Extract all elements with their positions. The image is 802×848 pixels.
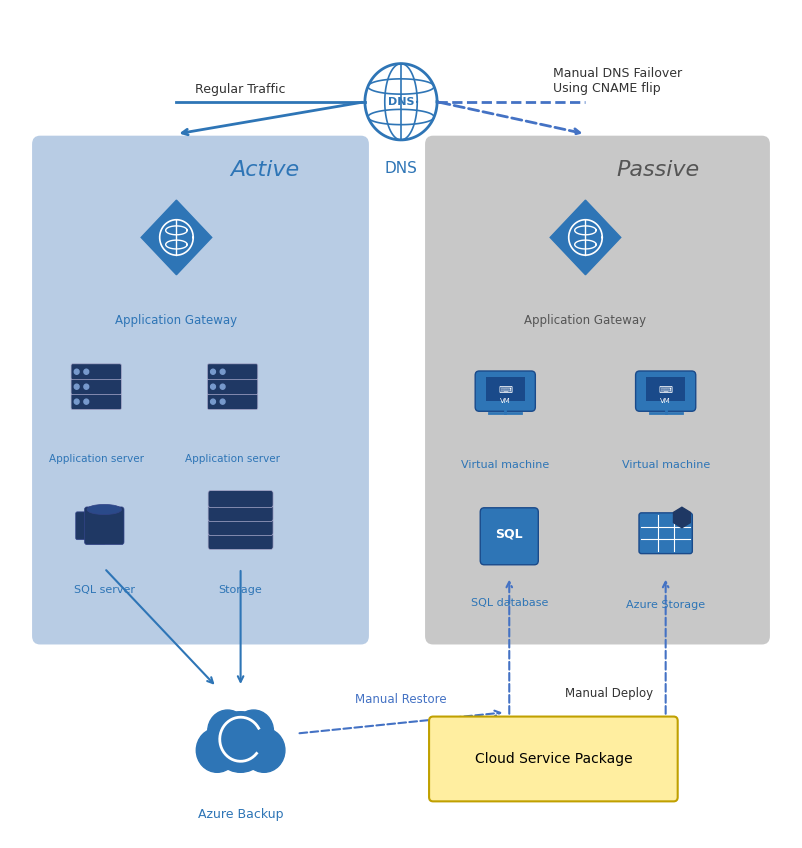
- FancyBboxPatch shape: [208, 490, 273, 507]
- FancyBboxPatch shape: [208, 533, 273, 550]
- FancyBboxPatch shape: [208, 379, 257, 394]
- FancyBboxPatch shape: [32, 136, 369, 644]
- FancyBboxPatch shape: [639, 513, 692, 554]
- FancyBboxPatch shape: [84, 507, 124, 544]
- Text: Azure Backup: Azure Backup: [198, 808, 283, 821]
- Text: SQL server: SQL server: [74, 585, 135, 595]
- Text: Application Gateway: Application Gateway: [115, 314, 237, 326]
- Text: SQL database: SQL database: [471, 598, 548, 608]
- Circle shape: [211, 369, 216, 374]
- FancyBboxPatch shape: [486, 377, 525, 400]
- Circle shape: [84, 384, 89, 389]
- Circle shape: [84, 399, 89, 404]
- FancyBboxPatch shape: [646, 377, 685, 400]
- Text: Application Gateway: Application Gateway: [525, 314, 646, 326]
- Text: DNS: DNS: [385, 161, 417, 176]
- Circle shape: [211, 384, 216, 389]
- Text: Application server: Application server: [49, 454, 144, 464]
- Text: Regular Traffic: Regular Traffic: [196, 82, 286, 96]
- Circle shape: [211, 399, 216, 404]
- Polygon shape: [141, 200, 212, 275]
- FancyBboxPatch shape: [85, 516, 106, 544]
- Text: SQL: SQL: [496, 527, 523, 540]
- Circle shape: [75, 399, 79, 404]
- Text: Cloud Service Package: Cloud Service Package: [475, 752, 632, 766]
- FancyBboxPatch shape: [429, 717, 678, 801]
- Text: Storage: Storage: [219, 585, 262, 595]
- Text: Active: Active: [230, 159, 299, 180]
- FancyBboxPatch shape: [208, 518, 273, 536]
- FancyBboxPatch shape: [425, 136, 770, 644]
- Polygon shape: [550, 200, 621, 275]
- FancyBboxPatch shape: [208, 505, 273, 522]
- Text: Virtual machine: Virtual machine: [461, 460, 549, 470]
- FancyBboxPatch shape: [71, 379, 121, 394]
- Text: Virtual machine: Virtual machine: [622, 460, 710, 470]
- Circle shape: [221, 384, 225, 389]
- Circle shape: [221, 369, 225, 374]
- Text: DNS: DNS: [387, 97, 415, 107]
- FancyBboxPatch shape: [475, 371, 536, 411]
- Text: ⌨: ⌨: [498, 385, 512, 395]
- FancyBboxPatch shape: [208, 393, 257, 410]
- FancyBboxPatch shape: [75, 512, 96, 539]
- Circle shape: [234, 710, 273, 752]
- FancyBboxPatch shape: [71, 393, 121, 410]
- Polygon shape: [674, 507, 691, 527]
- Circle shape: [243, 728, 285, 773]
- Ellipse shape: [87, 505, 122, 515]
- Circle shape: [75, 384, 79, 389]
- FancyBboxPatch shape: [635, 371, 695, 411]
- Text: Passive: Passive: [616, 159, 699, 180]
- Circle shape: [208, 710, 247, 752]
- Circle shape: [212, 711, 269, 773]
- Circle shape: [221, 399, 225, 404]
- Text: ⌨: ⌨: [658, 385, 673, 395]
- FancyBboxPatch shape: [71, 364, 121, 380]
- Text: Manual Deploy: Manual Deploy: [565, 687, 654, 700]
- FancyBboxPatch shape: [480, 508, 538, 565]
- FancyBboxPatch shape: [208, 364, 257, 380]
- Text: Azure Storage: Azure Storage: [626, 600, 705, 610]
- Text: VM: VM: [500, 398, 511, 404]
- Text: Manual DNS Failover
Using CNAME flip: Manual DNS Failover Using CNAME flip: [553, 66, 683, 95]
- Text: VM: VM: [660, 398, 671, 404]
- Text: Manual Restore: Manual Restore: [355, 693, 447, 706]
- Text: Application server: Application server: [185, 454, 280, 464]
- Circle shape: [75, 369, 79, 374]
- Circle shape: [196, 728, 238, 773]
- Circle shape: [84, 369, 89, 374]
